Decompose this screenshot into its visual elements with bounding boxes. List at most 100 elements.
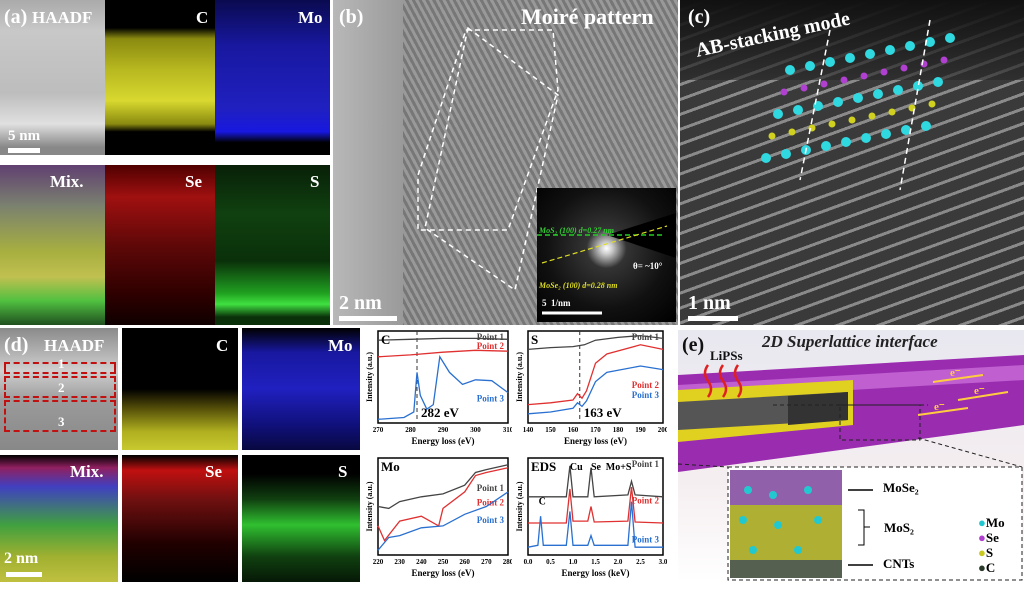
moire-region-outline	[417, 26, 559, 292]
atom	[865, 49, 875, 59]
series-line-point-1	[377, 464, 509, 510]
chart-title: Mo	[381, 459, 400, 474]
s-map	[215, 165, 330, 325]
tile-label-mo: Mo	[298, 8, 323, 27]
tile-label-se: Se	[185, 172, 202, 191]
tile-label-haadf: HAADF	[32, 8, 93, 27]
tile-label-mix-d: Mix.	[70, 462, 104, 481]
mix-map	[0, 165, 105, 325]
scale-label-d: 2 nm	[4, 550, 39, 567]
spectrum-c: Point 1 Point 2 Point 3 C 270 280 290 300 310 Ene…	[362, 328, 514, 458]
atom	[761, 153, 771, 163]
lipss-label: LiPSs	[710, 348, 743, 363]
scale-bar-b	[339, 316, 397, 321]
point-3-label: 3	[58, 414, 65, 429]
y-axis-label: Intensity (a.u.)	[515, 352, 524, 402]
atom	[848, 116, 856, 124]
panel-d-label: (d)	[4, 334, 29, 356]
atom	[885, 45, 895, 55]
atom	[860, 72, 868, 80]
chart-title: S	[531, 332, 538, 347]
series-label: Point 2	[477, 497, 505, 507]
x-tick-label: 150	[545, 426, 556, 434]
se-atom-icon: ●	[978, 530, 986, 545]
tile-label-c: C	[196, 8, 209, 27]
atom	[768, 132, 776, 140]
atom	[913, 81, 923, 91]
energy-annotation: 163 eV	[584, 405, 623, 420]
x-tick-label: 250	[438, 558, 449, 566]
panel-e-title: 2D Superlattice interface	[762, 332, 938, 351]
atom	[945, 33, 955, 43]
series-label: Point 1	[632, 459, 660, 469]
x-tick-label: 300	[470, 426, 481, 434]
x-tick-label: 2.5	[636, 558, 645, 566]
series-label: Point 2	[632, 380, 660, 390]
mose2-spacing-label: MoSe₂ (100) d=0.28 nm	[539, 281, 618, 290]
atom	[840, 76, 848, 84]
mo-map-d	[242, 328, 360, 450]
x-tick-label: 290	[438, 426, 449, 434]
atom	[905, 41, 915, 51]
atom	[841, 137, 851, 147]
atom	[893, 85, 903, 95]
tile-label-c-d: C	[216, 336, 229, 355]
x-axis-label: Energy loss (keV)	[562, 568, 630, 578]
mo-map	[215, 0, 330, 155]
carbon-map	[105, 0, 215, 155]
panel-b-tem: (b) Moiré pattern 2 nm MoS₂ (100) d=0.27…	[333, 0, 678, 325]
scale-bar-a	[8, 148, 40, 153]
tile-label-s-d: S	[338, 462, 348, 481]
series-label: Point 1	[632, 332, 660, 342]
atom	[805, 61, 815, 71]
scale-label-a: 5 nm	[8, 128, 41, 144]
x-tick-label: 3.0	[659, 558, 667, 566]
x-tick-label: 200	[658, 426, 667, 434]
haadf-map	[0, 0, 105, 155]
point-1-label: 1	[58, 356, 65, 371]
x-tick-label: 220	[373, 558, 384, 566]
atom	[868, 112, 876, 120]
atom	[925, 37, 935, 47]
atom-legend: ●Mo ●Se ●S ●C	[978, 515, 1005, 575]
series-line-point-3	[377, 354, 509, 420]
legend-se: ●Se	[978, 530, 999, 545]
point-2-box	[4, 376, 116, 398]
y-axis-label: Intensity (a.u.)	[515, 481, 524, 531]
x-tick-label: 2.0	[614, 558, 623, 566]
atom	[788, 128, 796, 136]
x-tick-label: 140	[523, 426, 534, 434]
x-tick-label: 280	[405, 426, 416, 434]
series-line-point-2	[527, 344, 664, 406]
atom	[825, 57, 835, 67]
atom	[773, 109, 783, 119]
series-label: Point 3	[477, 394, 505, 404]
layer-label-mose2: MoSe₂	[883, 480, 919, 495]
x-tick-label: 0.0	[524, 558, 533, 566]
x-tick-label: 270	[373, 426, 384, 434]
scale-label-c: 1 nm	[688, 292, 731, 314]
atom	[793, 105, 803, 115]
tile-label-haadf-d: HAADF	[44, 336, 105, 355]
panel-e-label: (e)	[682, 334, 705, 356]
se-map-d	[122, 455, 238, 582]
spectrum-s: Point 1 Point 2 Point 3 S 140 150 160 170 180 190…	[512, 328, 669, 458]
chart-title: EDS	[531, 459, 556, 474]
atom	[853, 93, 863, 103]
x-tick-label: 190	[635, 426, 646, 434]
peak-label: Se	[591, 462, 602, 473]
atom	[845, 53, 855, 63]
mix-map-d	[0, 455, 118, 582]
panel-c-haadf: (c) AB-stacking mode 1 nm	[680, 0, 1024, 325]
s-map-d	[242, 455, 360, 582]
series-line-point-2	[528, 487, 664, 524]
series-line-point-3	[527, 501, 663, 548]
haadf-map-d	[0, 328, 118, 450]
tile-label-s: S	[310, 172, 320, 191]
series-line-point-2	[377, 467, 509, 542]
scale-label-b: 2 nm	[339, 292, 382, 314]
scale-bar-c	[688, 316, 738, 321]
atom	[800, 84, 808, 92]
se-map	[105, 165, 215, 325]
atom	[888, 108, 896, 116]
